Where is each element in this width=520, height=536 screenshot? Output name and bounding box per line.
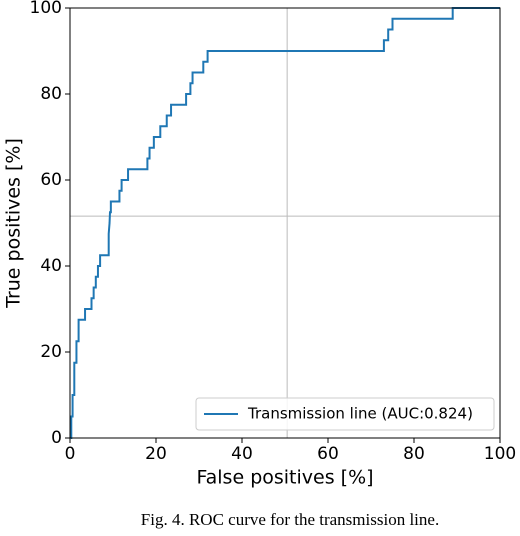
y-axis-label: True positives [%] bbox=[3, 138, 25, 309]
x-tick-label: 80 bbox=[403, 444, 425, 464]
roc-curve bbox=[70, 7, 500, 439]
y-tick-label: 80 bbox=[40, 84, 62, 104]
y-tick-label: 60 bbox=[40, 170, 62, 190]
x-tick-label: 20 bbox=[145, 444, 167, 464]
y-tick-label: 20 bbox=[40, 342, 62, 362]
x-tick-label: 100 bbox=[484, 444, 516, 464]
y-tick-label: 100 bbox=[30, 0, 62, 18]
x-tick-label: 0 bbox=[65, 444, 76, 464]
y-tick-label: 40 bbox=[40, 256, 62, 276]
x-tick-label: 60 bbox=[317, 444, 339, 464]
caption: Fig. 4. ROC curve for the transmission l… bbox=[141, 510, 439, 529]
legend-label: Transmission line (AUC:0.824) bbox=[247, 405, 473, 423]
y-tick-label: 0 bbox=[51, 428, 62, 448]
legend-box bbox=[195, 397, 495, 431]
plot-frame bbox=[69, 7, 501, 439]
x-axis-label: False positives [%] bbox=[196, 467, 373, 489]
x-tick-label: 40 bbox=[231, 444, 253, 464]
